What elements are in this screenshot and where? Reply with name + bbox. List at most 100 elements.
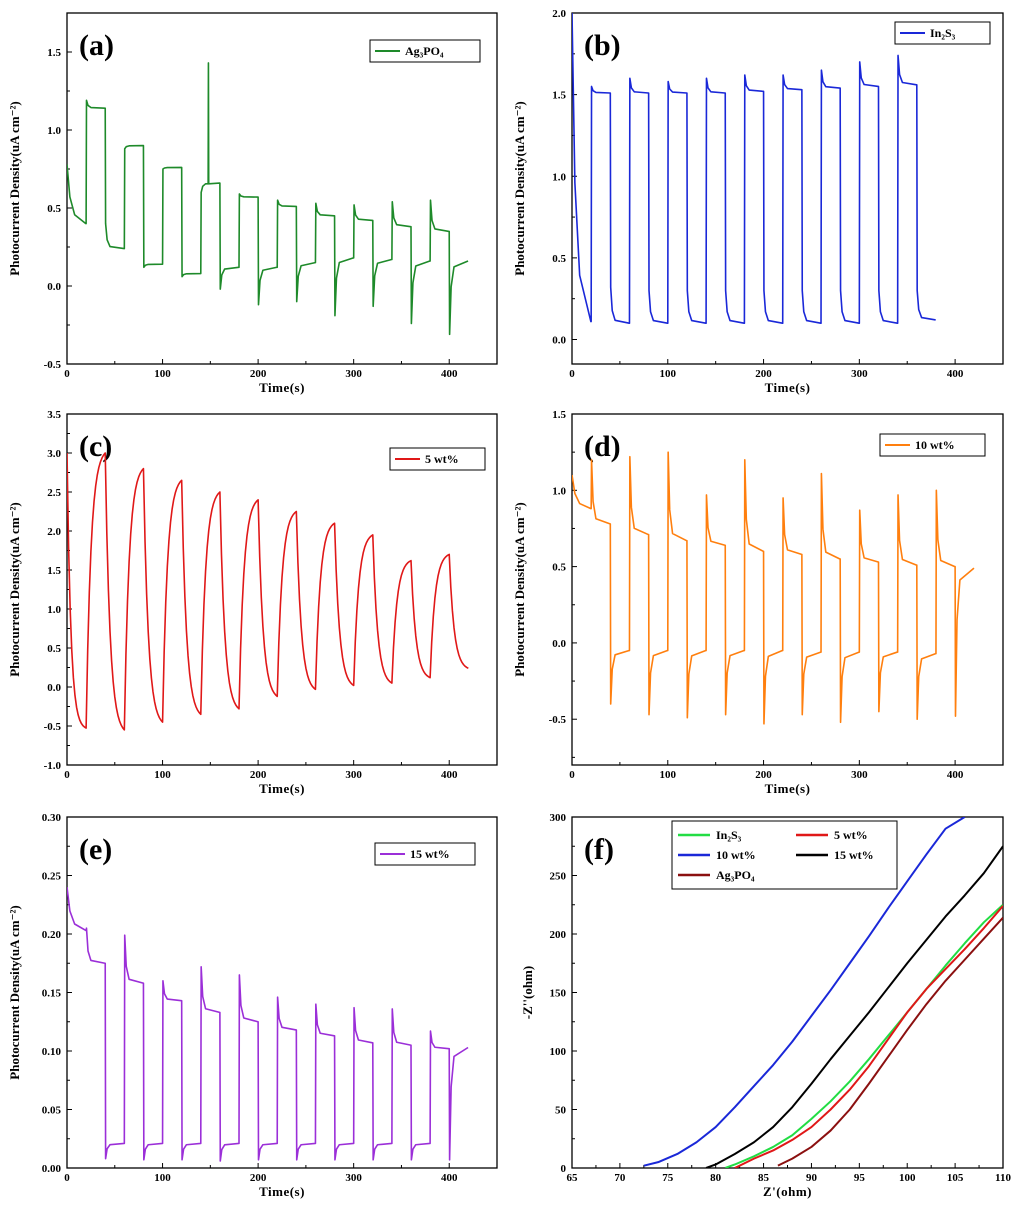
legend-label: Ag₃PO₄ (405, 44, 444, 58)
plot-frame (66, 12, 498, 365)
legend-box (879, 433, 986, 457)
y-tick-label: 0.5 (47, 643, 61, 655)
x-tick-label: 100 (660, 368, 677, 380)
y-tick-label: -0.5 (549, 714, 567, 726)
series-line (67, 62, 469, 336)
x-tick-label: 0 (64, 769, 70, 781)
x-tick-label: 90 (806, 1172, 818, 1184)
legend-label: 5 wt% (425, 452, 459, 466)
y-tick-label: 1.0 (47, 125, 61, 137)
x-axis-title: Time(s) (259, 781, 305, 796)
legend-box (374, 842, 476, 866)
y-axis-title: Photocurrent Density(uA cm⁻²) (512, 101, 527, 275)
x-tick-label: 400 (441, 1172, 458, 1184)
x-axis-title: Z'(ohm) (763, 1184, 812, 1199)
y-tick-label: 1.5 (552, 409, 566, 421)
y-tick-label: 1.5 (552, 90, 566, 102)
legend-label: In₂S₃ (930, 26, 956, 40)
x-tick-label: 400 (947, 769, 964, 781)
x-tick-label: 100 (660, 769, 677, 781)
series-line (572, 13, 936, 324)
x-tick-label: 100 (154, 1172, 171, 1184)
y-tick-label: -0.5 (44, 721, 62, 733)
y-tick-label: -1.0 (44, 760, 62, 772)
y-tick-label: 3.5 (47, 409, 61, 421)
x-tick-label: 85 (758, 1172, 770, 1184)
x-tick-label: 95 (854, 1172, 866, 1184)
x-tick-label: 65 (567, 1172, 579, 1184)
y-tick-label: 150 (550, 988, 567, 1000)
panel-label: (b) (584, 29, 621, 62)
series-line (67, 452, 469, 731)
x-tick-label: 300 (851, 769, 868, 781)
y-tick-label: 0.5 (552, 562, 566, 574)
y-tick-label: 0.25 (42, 871, 62, 883)
y-tick-label: 0.05 (42, 1105, 62, 1117)
x-tick-label: 100 (154, 368, 171, 380)
panel-f: 65 70 75 80 85 90 95 100 105 110 0 50 100 150 200 250 30… (520, 812, 1011, 1199)
x-axis-title: Time(s) (259, 380, 305, 395)
series-line (734, 905, 1003, 1168)
panel-d: 0 100 200 300 400 -0.5 0.0 0.5 1.0 1.5 Time(s) Phot… (512, 409, 1004, 796)
y-axis-title: Photocurrent Density(uA cm⁻²) (7, 905, 22, 1079)
series-line (705, 845, 1003, 1168)
y-tick-label: 0.30 (42, 812, 62, 824)
y-tick-label: 100 (550, 1046, 567, 1058)
plot-frame (571, 12, 1004, 365)
y-tick-label: 2.0 (552, 8, 566, 20)
panel-c: 0 100 200 300 400 -1.0 -0.5 0.0 0.5 1.0 1.5 2.0 2.5 3… (7, 409, 498, 796)
series-line (777, 916, 1003, 1167)
x-tick-label: 200 (250, 1172, 267, 1184)
y-tick-label: -0.5 (44, 359, 62, 371)
x-tick-label: 300 (345, 1172, 362, 1184)
panel-label: (c) (79, 430, 112, 463)
x-tick-label: 110 (995, 1172, 1011, 1184)
x-tick-label: 400 (947, 368, 964, 380)
x-tick-label: 80 (710, 1172, 722, 1184)
y-tick-label: 1.0 (552, 485, 566, 497)
x-tick-label: 0 (64, 1172, 70, 1184)
x-tick-label: 300 (851, 368, 868, 380)
series-line (572, 451, 975, 725)
y-tick-label: 0.15 (42, 988, 62, 1000)
panel-b: 0 100 200 300 400 0.0 0.5 1.0 1.5 2.0 Time(s) Photo… (512, 8, 1004, 395)
x-tick-label: 200 (755, 769, 772, 781)
y-tick-label: 1.5 (47, 47, 61, 59)
y-axis-title: -Z''(ohm) (520, 966, 535, 1019)
y-tick-label: 200 (550, 929, 567, 941)
y-tick-label: 2.5 (47, 487, 61, 499)
legend-label: Ag₃PO₄ (716, 868, 755, 882)
y-axis-title: Photocurrent Density(uA cm⁻²) (512, 502, 527, 676)
y-tick-label: 0.0 (552, 335, 566, 347)
y-tick-label: 0.0 (552, 638, 566, 650)
plot-frame (571, 413, 1004, 766)
legend-box (369, 39, 481, 63)
panel-label: (f) (584, 833, 614, 866)
y-tick-label: 3.0 (47, 448, 61, 460)
x-tick-label: 400 (441, 368, 458, 380)
series-line (67, 887, 469, 1162)
x-tick-label: 300 (345, 368, 362, 380)
x-axis-title: Time(s) (765, 380, 811, 395)
legend-label: 10 wt% (716, 848, 756, 862)
panel-e: 0 100 200 300 400 0.00 0.05 0.10 0.15 0.20 0.25 0.3… (7, 812, 498, 1199)
legend-label: In₂S₃ (716, 828, 742, 842)
y-tick-label: 1.0 (47, 604, 61, 616)
x-tick-label: 0 (64, 368, 70, 380)
legend-box (894, 21, 991, 45)
y-tick-label: 0.0 (47, 682, 61, 694)
y-tick-label: 1.5 (47, 565, 61, 577)
x-tick-label: 200 (755, 368, 772, 380)
y-axis-title: Photocurrent Density(uA cm⁻²) (7, 502, 22, 676)
plot-frame (66, 816, 498, 1169)
y-tick-label: 0.5 (552, 253, 566, 265)
x-tick-label: 0 (569, 368, 575, 380)
y-tick-label: 2.0 (47, 526, 61, 538)
panel-label: (e) (79, 833, 112, 866)
x-tick-label: 105 (947, 1172, 964, 1184)
x-tick-label: 300 (345, 769, 362, 781)
x-tick-label: 400 (441, 769, 458, 781)
y-tick-label: 300 (550, 812, 567, 824)
y-tick-label: 0.5 (47, 203, 61, 215)
